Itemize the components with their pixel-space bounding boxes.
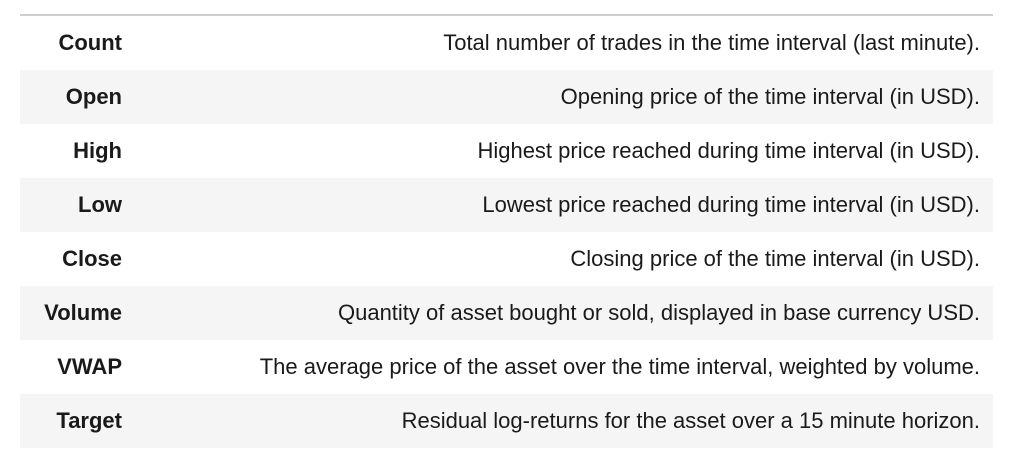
field-name: Count [58,30,122,55]
field-description: Quantity of asset bought or sold, displa… [337,300,980,325]
field-name: Low [78,192,122,217]
table-row: High Highest price reached during time i… [20,124,993,178]
field-description: Residual log-returns for the asset over … [401,408,980,433]
table-row: Close Closing price of the time interval… [20,232,993,286]
field-description: The average price of the asset over the … [259,354,980,379]
table-row: VWAP The average price of the asset over… [20,340,993,394]
table-row: Low Lowest price reached during time int… [20,178,993,232]
field-name: Close [62,246,122,271]
field-description-table: Count Total number of trades in the time… [20,14,993,448]
field-description: Total number of trades in the time inter… [443,30,980,55]
field-name: Volume [44,300,122,325]
table-row: Target Residual log-returns for the asse… [20,394,993,448]
field-name: VWAP [57,354,122,379]
table: Count Total number of trades in the time… [20,16,993,448]
table-top-rule [20,14,993,16]
table-row: Count Total number of trades in the time… [20,16,993,70]
field-description: Lowest price reached during time interva… [482,192,980,217]
table-row: Open Opening price of the time interval … [20,70,993,124]
field-description: Opening price of the time interval (in U… [560,84,980,109]
field-name: Target [56,408,122,433]
field-name: High [73,138,122,163]
table-row: Volume Quantity of asset bought or sold,… [20,286,993,340]
field-description: Closing price of the time interval (in U… [570,246,980,271]
field-name: Open [65,84,122,109]
field-description: Highest price reached during time interv… [477,138,980,163]
